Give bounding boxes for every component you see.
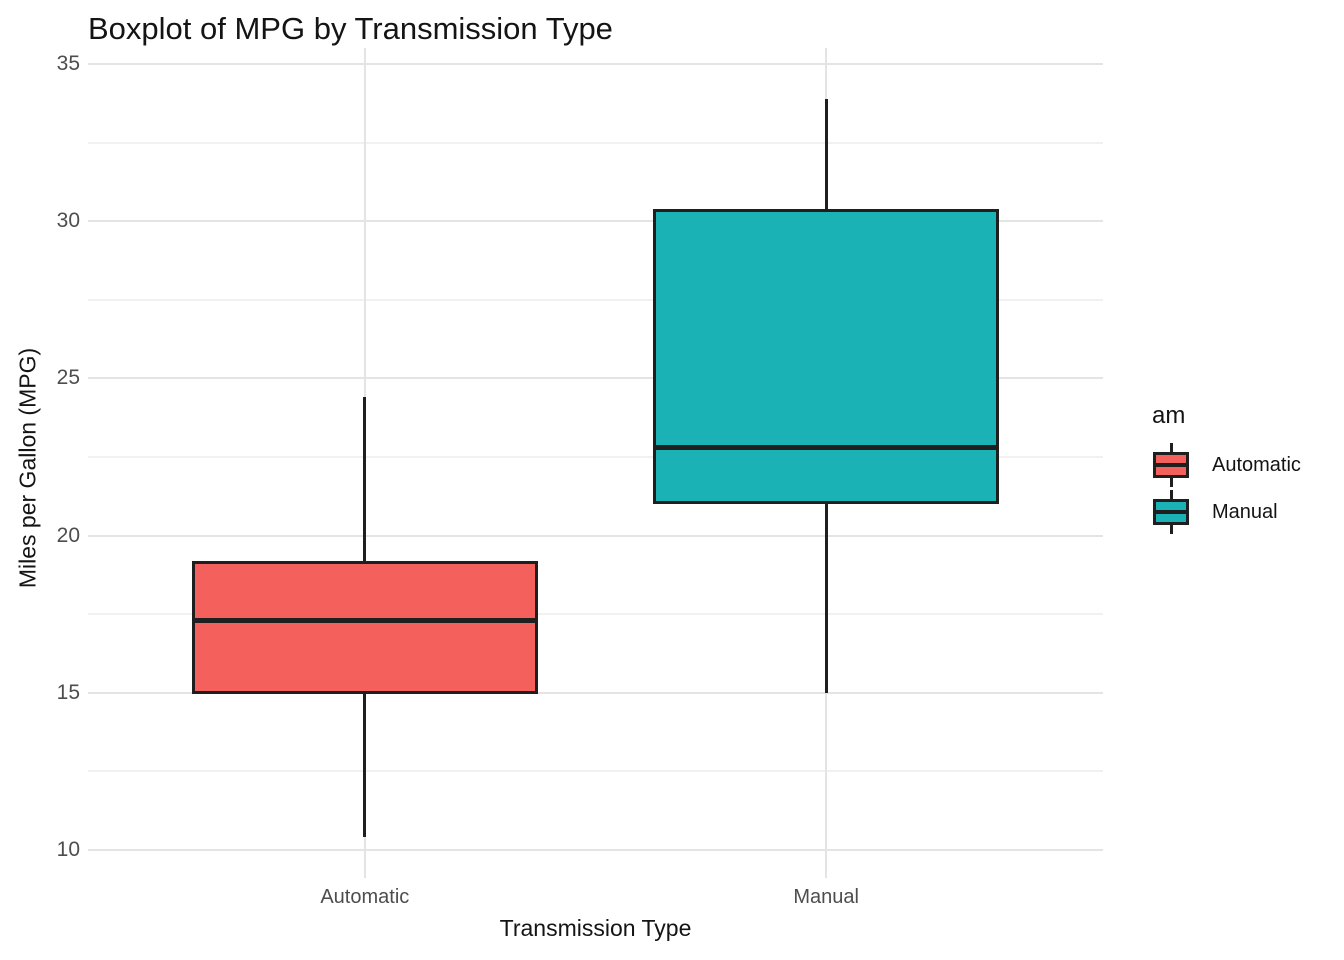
box-automatic — [191, 560, 538, 695]
y-minor-gridline — [88, 770, 1103, 773]
median-line-manual — [653, 445, 1000, 451]
y-minor-gridline — [88, 456, 1103, 458]
y-minor-gridline — [88, 141, 1103, 144]
box-manual — [653, 208, 1000, 505]
y-major-gridline — [88, 377, 1103, 380]
lower-whisker-manual — [824, 504, 828, 693]
y-tick-label: 35 — [56, 52, 80, 75]
y-tick-label: 25 — [56, 366, 80, 390]
boxplot-key-icon — [1152, 489, 1190, 535]
key-median — [1153, 510, 1189, 514]
legend-label-manual: Manual — [1212, 500, 1278, 523]
plot-panel — [88, 48, 1103, 878]
y-major-gridline — [88, 220, 1103, 223]
legend-item-automatic: Automatic — [1152, 442, 1301, 488]
legend: am Automatic Manual — [1152, 402, 1301, 536]
legend-label-automatic: Automatic — [1212, 453, 1301, 476]
y-minor-gridline — [88, 613, 1103, 616]
y-major-gridline — [88, 63, 1103, 65]
y-major-gridline — [88, 691, 1103, 694]
legend-item-manual: Manual — [1152, 489, 1301, 535]
lower-whisker-automatic — [363, 694, 367, 838]
legend-items: Automatic Manual — [1152, 442, 1301, 535]
legend-title: am — [1152, 402, 1186, 429]
y-major-gridline — [88, 849, 1103, 851]
x-axis-title: Transmission Type — [499, 915, 692, 941]
boxplot-key-icon — [1152, 442, 1190, 488]
upper-whisker-manual — [824, 98, 828, 209]
y-tick-label: 30 — [56, 209, 80, 233]
x-tick-label-manual: Manual — [793, 886, 859, 908]
x-tick-label-automatic: Automatic — [320, 886, 410, 908]
y-tick-label: 15 — [56, 680, 80, 704]
y-tick-label: 20 — [56, 523, 80, 547]
upper-whisker-automatic — [363, 397, 367, 561]
plot-title: Boxplot of MPG by Transmission Type — [88, 11, 613, 46]
y-minor-gridline — [88, 298, 1103, 301]
y-major-gridline — [88, 534, 1103, 537]
key-median — [1153, 463, 1189, 467]
y-axis-labels: 10 15 20 25 30 35 — [0, 0, 80, 960]
y-tick-label: 10 — [56, 838, 80, 861]
median-line-automatic — [191, 617, 538, 623]
